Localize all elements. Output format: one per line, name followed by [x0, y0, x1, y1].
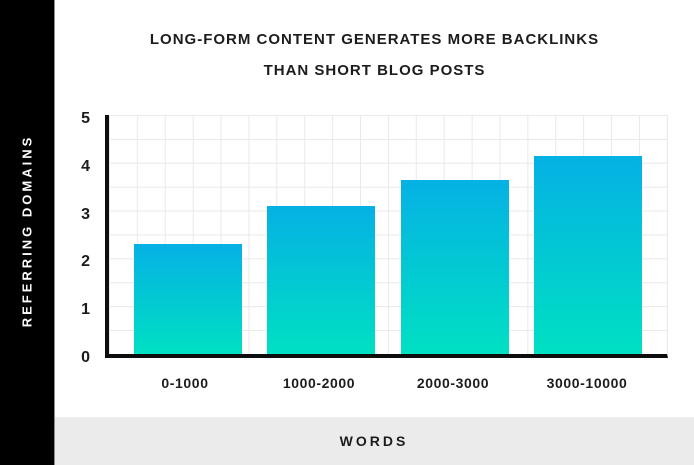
y-tick-5: 5: [81, 110, 90, 127]
x-tick-3000-10000: 3000-10000: [546, 375, 628, 391]
x-tick-2000-3000: 2000-3000: [416, 375, 490, 391]
bar-2000-3000: [400, 179, 509, 354]
plot-area: [105, 115, 668, 358]
y-tick-4: 4: [81, 157, 90, 175]
y-axis-ticks: 0 1 2 3 4 5: [54, 110, 98, 366]
x-axis-title: WORDS: [339, 433, 409, 449]
bar-3000-10000: [533, 155, 642, 354]
x-tick-1000-2000: 1000-2000: [282, 375, 356, 391]
x-axis-panel: WORDS: [54, 417, 694, 465]
x-tick-0-1000: 0-1000: [161, 375, 209, 391]
x-axis-labels: 0-1000 1000-2000 2000-3000 3000-10000: [105, 374, 667, 392]
chart-title-line1: LONG-FORM CONTENT GENERATES MORE BACKLIN…: [149, 31, 600, 48]
bar-1000-2000: [267, 205, 376, 354]
y-tick-1: 1: [81, 301, 90, 319]
y-tick-0: 0: [81, 349, 90, 366]
bar-0-1000: [134, 244, 243, 354]
y-axis-panel: REFERRING DOMAINS: [0, 0, 55, 465]
y-axis-title: REFERRING DOMAINS: [19, 134, 35, 328]
y-tick-3: 3: [81, 205, 90, 223]
chart-title: LONG-FORM CONTENT GENERATES MORE BACKLIN…: [55, 24, 694, 86]
chart-title-line2: THAN SHORT BLOG POSTS: [263, 62, 486, 79]
y-tick-2: 2: [81, 253, 90, 271]
